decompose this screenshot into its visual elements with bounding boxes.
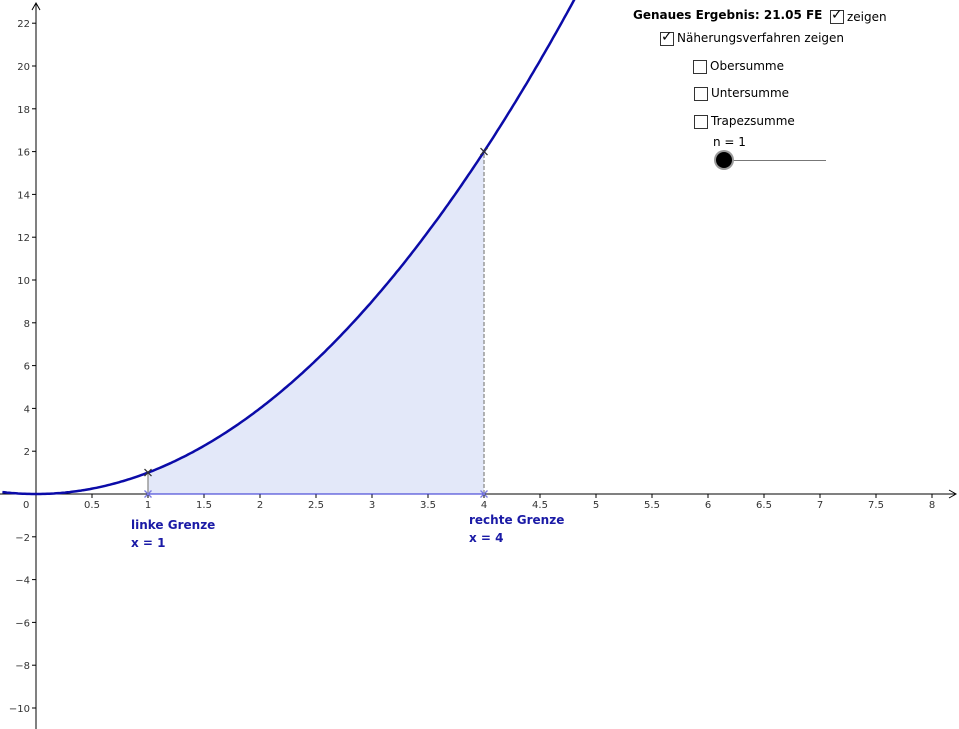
cross-stroke [480, 147, 488, 156]
y-tick-label: 12 [17, 233, 30, 244]
left-bound-label: linke Grenze x = 1 [131, 518, 216, 550]
approx-label: Näherungsverfahren zeigen [677, 31, 845, 45]
x-tick-label: 5.5 [644, 500, 660, 511]
lower-sum-checkbox[interactable] [694, 87, 708, 101]
exact-result-label: Genaues Ergebnis: 21.05 FE [633, 8, 823, 22]
cross-stroke [144, 490, 152, 498]
approx-checkbox[interactable]: ✓ [660, 29, 674, 46]
upper-sum-checkbox[interactable] [693, 60, 707, 74]
y-axis-arrow-icon [31, 1, 41, 11]
curve-point-right [480, 147, 488, 156]
trapezoid-sum-checkbox[interactable] [694, 115, 708, 129]
show-result-checkbox[interactable]: ✓ [830, 7, 844, 24]
y-tick-label: −8 [15, 661, 30, 672]
checkmark-icon: ✓ [661, 29, 673, 45]
show-result-label: zeigen [847, 10, 887, 24]
integral-area [148, 151, 484, 494]
x-axis-arrow-icon [948, 489, 958, 499]
y-tick-label: 16 [17, 148, 30, 159]
y-tick-label: 22 [17, 19, 30, 30]
y-tick-label: 14 [17, 190, 30, 201]
y-tick-label: 10 [17, 276, 30, 287]
checkmark-icon: ✓ [831, 7, 843, 23]
x-tick-label: 2 [257, 500, 263, 511]
right-bound-label: rechte Grenze x = 4 [469, 513, 565, 545]
x-tick-label: 4 [481, 500, 487, 511]
x-tick-label: 3.5 [420, 500, 436, 511]
x-tick-label: 3 [369, 500, 375, 511]
x-tick-label: 1.5 [196, 500, 212, 511]
axis-point-right [480, 490, 488, 498]
x-tick-label: 5 [593, 500, 599, 511]
x-tick-label: 2.5 [308, 500, 324, 511]
y-tick-label: 6 [24, 362, 30, 373]
lower-sum-label: Untersumme [711, 86, 790, 100]
y-tick-label: 8 [24, 319, 30, 330]
trapezoid-sum-label: Trapezsumme [711, 114, 795, 128]
y-tick-label: −10 [9, 704, 30, 715]
x-tick-label: 0.5 [84, 500, 100, 511]
origin-label: 0 [23, 500, 29, 511]
upper-sum-label: Obersumme [710, 59, 784, 73]
y-tick-label: −2 [15, 533, 30, 544]
y-tick-label: −6 [15, 618, 30, 629]
x-tick-label: 8 [929, 500, 935, 511]
x-tick-label: 1 [145, 500, 151, 511]
x-tick-label: 7.5 [868, 500, 884, 511]
points-layer [144, 147, 488, 498]
slider-track[interactable] [724, 160, 826, 161]
x-tick-label: 7 [817, 500, 823, 511]
cross-stroke [480, 490, 488, 498]
curve-point-left [144, 468, 152, 477]
y-tick-label: 20 [17, 62, 30, 73]
x-tick-label: 6.5 [756, 500, 772, 511]
slider-knob[interactable] [716, 152, 732, 168]
x-tick-label: 6 [705, 500, 711, 511]
y-tick-label: 2 [24, 447, 30, 458]
y-tick-label: 18 [17, 105, 30, 116]
x-tick-label: 4.5 [532, 500, 548, 511]
y-tick-label: 4 [24, 404, 30, 415]
function-curve[interactable] [2, 0, 596, 496]
y-tick-label: −4 [15, 576, 30, 587]
slider-label: n = 1 [713, 135, 746, 149]
cross-stroke [144, 468, 152, 477]
axis-point-left [144, 490, 152, 498]
